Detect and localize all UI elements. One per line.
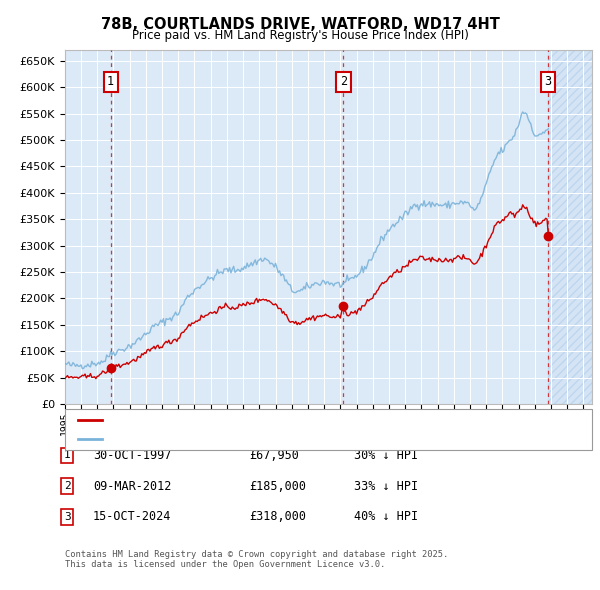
Text: 78B, COURTLANDS DRIVE, WATFORD, WD17 4HT (semi-detached house): 78B, COURTLANDS DRIVE, WATFORD, WD17 4HT… (108, 415, 480, 425)
Text: 09-MAR-2012: 09-MAR-2012 (93, 480, 172, 493)
Bar (548, 50, 592, 404)
Text: £185,000: £185,000 (249, 480, 306, 493)
Text: £318,000: £318,000 (249, 510, 306, 523)
Text: 33% ↓ HPI: 33% ↓ HPI (354, 480, 418, 493)
Text: 1: 1 (107, 76, 114, 88)
Text: 78B, COURTLANDS DRIVE, WATFORD, WD17 4HT: 78B, COURTLANDS DRIVE, WATFORD, WD17 4HT (101, 17, 499, 31)
Bar (548, 50, 592, 404)
Text: 2: 2 (64, 481, 71, 491)
Text: Price paid vs. HM Land Registry's House Price Index (HPI): Price paid vs. HM Land Registry's House … (131, 30, 469, 42)
Text: 30% ↓ HPI: 30% ↓ HPI (354, 449, 418, 462)
Text: 2: 2 (340, 76, 347, 88)
Text: Contains HM Land Registry data © Crown copyright and database right 2025.
This d: Contains HM Land Registry data © Crown c… (65, 550, 448, 569)
Text: 3: 3 (544, 76, 551, 88)
Text: 30-OCT-1997: 30-OCT-1997 (93, 449, 172, 462)
Text: HPI: Average price, semi-detached house, Watford: HPI: Average price, semi-detached house,… (108, 434, 396, 444)
Text: 15-OCT-2024: 15-OCT-2024 (93, 510, 172, 523)
Text: 1: 1 (64, 451, 71, 460)
Text: £67,950: £67,950 (249, 449, 299, 462)
Text: 3: 3 (64, 512, 71, 522)
Text: 40% ↓ HPI: 40% ↓ HPI (354, 510, 418, 523)
